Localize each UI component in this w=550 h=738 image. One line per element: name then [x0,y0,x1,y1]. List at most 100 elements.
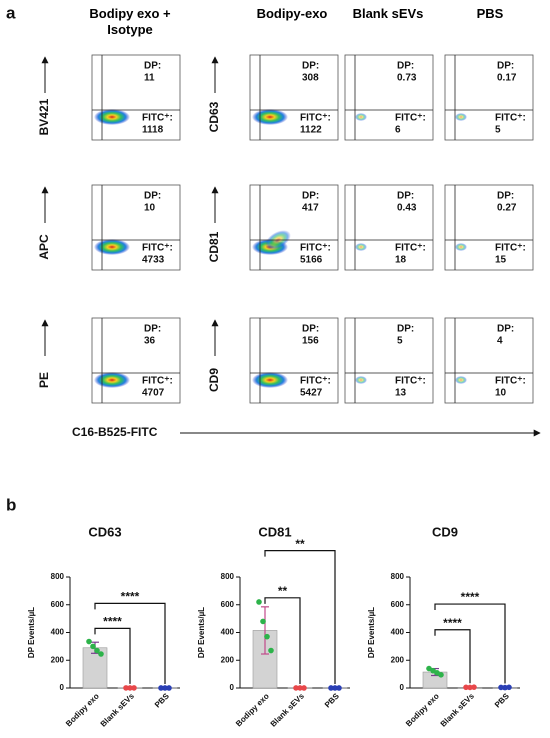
gate-count: 13 [395,388,407,399]
flow-plot [91,54,181,141]
significance-label: ** [295,537,305,551]
gate-count: 5427 [300,388,323,399]
event-cloud [355,243,367,251]
gate-count: FITC⁺: [495,243,526,254]
gate-count: 5166 [300,255,323,266]
significance-bracket [94,627,131,684]
chart-title: CD9 [432,524,458,539]
significance-bracket [264,597,301,684]
y-tick-label: 800 [221,572,235,581]
data-point [264,633,270,640]
data-point [162,685,168,691]
x-tick-label: Bodipy exo [64,691,101,728]
event-cloud [455,243,467,251]
y-tick-label: 600 [51,600,65,609]
gate-count: 4707 [142,388,165,399]
data-point [471,684,477,690]
y-tick-label: 200 [391,655,405,664]
event-cloud [355,113,367,121]
gate-count: DP: [144,191,161,202]
y-tick-label: 0 [230,683,235,692]
y-axis-label: DP Events/µL [367,607,376,658]
column-header: Bodipy exo + Isotype [89,6,171,37]
flow-plot [91,317,181,404]
event-cloud [455,113,467,121]
panel-label: a [6,3,16,22]
y-tick-label: 0 [400,683,405,692]
gate-count: FITC⁺: [142,376,173,387]
data-point [438,672,444,678]
data-point [506,684,512,691]
event-cloud [94,372,130,388]
data-point [256,599,262,605]
data-point [332,685,338,691]
gate-count: DP: [144,324,161,335]
flow-plot [444,184,534,271]
flow-plot [249,317,339,404]
gate-count: DP: [302,61,319,72]
data-point [86,638,92,645]
gate-count: FITC⁺: [495,113,526,124]
flow-plot [444,54,534,141]
gate-count: 18 [395,255,407,266]
data-point [502,684,508,691]
y-tick-label: 400 [391,628,405,637]
significance-label: ** [278,584,288,598]
y-tick-label: 200 [51,655,65,664]
x-tick-label: Blank sEVs [439,691,477,729]
x-tick-label: Bodipy exo [404,691,441,728]
event-cloud [355,376,367,384]
column-header: PBS [476,6,504,21]
data-point [90,643,96,650]
gate-count: DP: [497,324,514,335]
data-point [336,685,342,691]
data-point [463,684,469,691]
y-axis-label: BV421 [37,98,51,135]
data-point [268,647,274,654]
data-point [293,685,299,691]
significance-bracket [434,603,506,684]
gate-count: 10 [495,388,507,399]
gate-count: 308 [302,73,319,84]
gate-count: 4 [497,336,503,347]
y-axis-label: CD81 [207,231,221,262]
data-point [260,618,266,625]
chart-title: CD63 [88,524,121,539]
gate-count: FITC⁺: [300,243,331,254]
significance-label: **** [103,615,122,629]
y-tick-label: 600 [221,600,235,609]
significance-bracket [264,550,336,684]
column-header: Blank sEVs [352,6,424,21]
event-cloud [252,109,288,125]
gate-count: FITC⁺: [142,113,173,124]
y-tick-label: 400 [221,628,235,637]
gate-count: FITC⁺: [395,243,426,254]
y-tick-label: 0 [60,683,65,692]
gate-count: 4733 [142,255,165,266]
gate-count: FITC⁺: [300,376,331,387]
gate-count: FITC⁺: [395,376,426,387]
gate-count: 0.43 [397,203,417,214]
x-tick-label: PBS [493,691,511,709]
y-axis-label: DP Events/µL [197,607,206,658]
event-cloud [455,376,467,384]
data-point [166,685,172,691]
gate-count: DP: [397,191,414,202]
gate-count: FITC⁺: [300,113,331,124]
gate-count: 5 [495,125,501,136]
x-tick-label: PBS [153,691,171,709]
gate-count: 36 [144,336,156,347]
data-point [127,685,133,691]
gate-count: DP: [397,324,414,335]
event-cloud [94,239,130,255]
data-point [297,685,303,691]
data-point [467,684,473,691]
gate-count: 1122 [300,125,322,136]
gate-count: FITC⁺: [142,243,173,254]
y-axis-label: APC [37,234,51,260]
data-point [328,685,334,691]
flow-plot [249,54,339,141]
flow-plot [249,184,339,271]
gate-count: 10 [144,203,156,214]
